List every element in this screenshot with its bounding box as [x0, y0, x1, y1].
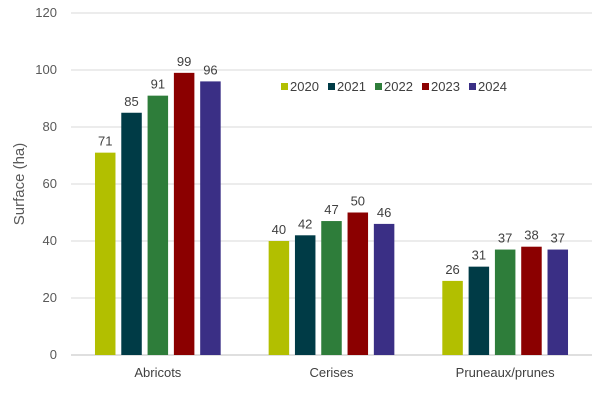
- data-label-abricots-2023: 99: [177, 54, 191, 69]
- bar-cerises-2022: [321, 221, 342, 355]
- y-axis-ticks: 0 20 40 60 80 100 120: [35, 5, 57, 362]
- bar-abricots-2021: [121, 112, 142, 355]
- y-tick-80: 80: [43, 119, 57, 134]
- data-label-abricots-2022: 91: [151, 77, 165, 92]
- y-tick-20: 20: [43, 290, 57, 305]
- bar-pruneaux-prunes-2022: [494, 249, 516, 355]
- data-label-cerises-2023: 50: [351, 194, 365, 209]
- bars: [94, 72, 569, 356]
- y-tick-100: 100: [35, 62, 57, 77]
- data-label-pruneaux-prunes-2021: 31: [472, 248, 486, 263]
- legend-label-2022: 2022: [384, 79, 413, 94]
- y-tick-60: 60: [43, 176, 57, 191]
- data-label-pruneaux-prunes-2022: 37: [498, 231, 512, 246]
- legend-label-2023: 2023: [431, 79, 460, 94]
- data-label-cerises-2022: 47: [324, 202, 338, 217]
- bar-cerises-2021: [294, 235, 316, 355]
- legend-swatch-2022: [375, 83, 382, 90]
- data-label-pruneaux-prunes-2023: 38: [524, 228, 538, 243]
- bar-abricots-2023: [173, 72, 195, 355]
- data-label-pruneaux-prunes-2020: 26: [445, 262, 459, 277]
- x-category-pruneaux-prunes: Pruneaux/prunes: [456, 365, 556, 380]
- x-category-cerises: Cerises: [309, 365, 354, 380]
- legend-swatch-2023: [422, 83, 429, 90]
- y-axis-label: Surface (ha): [11, 143, 28, 226]
- x-axis-categories: Abricots Cerises Pruneaux/prunes: [134, 365, 555, 380]
- bar-cerises-2024: [373, 223, 395, 355]
- data-labels: 71 85 91 99 96 40 42 47 50 46 26 31 37 38 37: [98, 54, 565, 277]
- legend-swatch-2024: [469, 83, 476, 90]
- bar-pruneaux-prunes-2023: [521, 246, 542, 355]
- data-label-cerises-2021: 42: [298, 216, 312, 231]
- y-tick-40: 40: [43, 233, 57, 248]
- data-label-abricots-2021: 85: [124, 94, 138, 109]
- y-tick-120: 120: [35, 5, 57, 20]
- legend-label-2021: 2021: [337, 79, 366, 94]
- y-tick-0: 0: [50, 347, 57, 362]
- legend-label-2020: 2020: [290, 79, 319, 94]
- data-label-cerises-2020: 40: [272, 222, 286, 237]
- bar-abricots-2020: [94, 152, 116, 355]
- bar-cerises-2023: [347, 212, 369, 355]
- bar-pruneaux-prunes-2020: [442, 280, 463, 355]
- bar-abricots-2024: [200, 81, 221, 356]
- x-category-abricots: Abricots: [134, 365, 181, 380]
- legend-swatch-2020: [281, 83, 288, 90]
- bar-abricots-2022: [147, 95, 169, 356]
- data-label-abricots-2020: 71: [98, 134, 112, 149]
- bar-pruneaux-prunes-2021: [468, 266, 490, 355]
- bar-pruneaux-prunes-2024: [547, 249, 569, 355]
- data-label-cerises-2024: 46: [377, 205, 391, 220]
- data-label-abricots-2024: 96: [203, 62, 217, 77]
- data-label-pruneaux-prunes-2024: 37: [551, 231, 565, 246]
- legend-label-2024: 2024: [478, 79, 507, 94]
- legend-swatch-2021: [328, 83, 335, 90]
- legend: 2020 2021 2022 2023 2024: [281, 79, 507, 94]
- bar-cerises-2020: [268, 241, 290, 355]
